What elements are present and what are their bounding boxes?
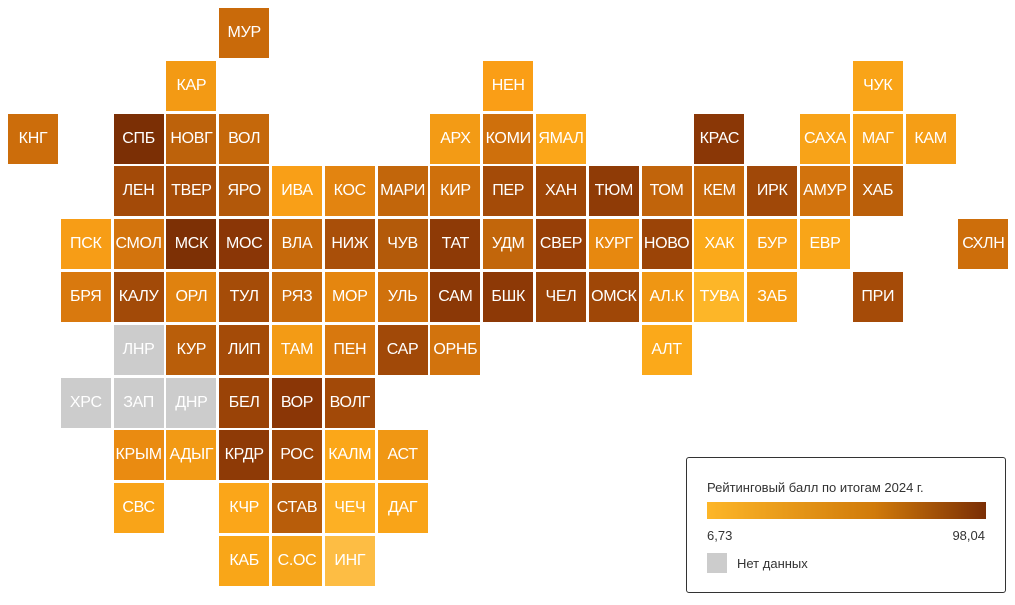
region-tile[interactable]: ХАК bbox=[694, 219, 745, 270]
legend-min-label: 6,73 bbox=[707, 528, 733, 543]
legend-color-scale bbox=[707, 502, 986, 519]
region-tile[interactable]: ДНР bbox=[166, 377, 217, 428]
region-tile[interactable]: КАР bbox=[166, 60, 217, 111]
region-tile[interactable]: АСТ bbox=[377, 430, 428, 481]
region-tile[interactable]: СТАВ bbox=[272, 483, 322, 534]
region-tile[interactable]: ТВЕР bbox=[166, 166, 217, 217]
region-tile[interactable]: РОС bbox=[272, 430, 322, 481]
region-tile[interactable]: СМОЛ bbox=[113, 219, 164, 270]
region-tile[interactable]: ХАБ bbox=[852, 166, 903, 217]
region-tile[interactable]: ТЮМ bbox=[588, 166, 639, 217]
region-tile[interactable]: ЗАП bbox=[113, 377, 164, 428]
region-tile[interactable]: ЛЕН bbox=[113, 166, 164, 217]
region-tile[interactable]: НЕН bbox=[483, 60, 534, 111]
region-tile[interactable]: КУРГ bbox=[588, 219, 639, 270]
region-tile[interactable]: УДМ bbox=[483, 219, 534, 270]
region-tile[interactable]: ДАГ bbox=[377, 483, 428, 534]
region-tile[interactable]: БШК bbox=[483, 272, 534, 322]
region-tile[interactable]: КАМ bbox=[905, 113, 956, 164]
region-tile[interactable]: МУР bbox=[219, 8, 270, 58]
region-tile[interactable]: САХА bbox=[800, 113, 850, 164]
legend-nodata-swatch bbox=[707, 553, 727, 573]
region-tile[interactable]: ПРИ bbox=[852, 272, 903, 322]
region-tile[interactable]: ТУЛ bbox=[219, 272, 270, 322]
region-tile[interactable]: ЕВР bbox=[800, 219, 850, 270]
region-tile[interactable]: ВОЛГ bbox=[324, 377, 375, 428]
region-tile[interactable]: ИНГ bbox=[324, 536, 375, 586]
region-tile[interactable]: ВОЛ bbox=[219, 113, 270, 164]
region-tile[interactable]: КАЛМ bbox=[324, 430, 375, 481]
region-tile[interactable]: КРЫМ bbox=[113, 430, 164, 481]
region-tile[interactable]: КОМИ bbox=[483, 113, 534, 164]
region-tile[interactable]: ЛИП bbox=[219, 324, 270, 375]
region-tile[interactable]: ТУВА bbox=[694, 272, 745, 322]
region-tile[interactable]: ТОМ bbox=[641, 166, 692, 217]
region-tile[interactable]: САМ bbox=[430, 272, 481, 322]
region-tile[interactable]: МАГ bbox=[852, 113, 903, 164]
region-tile[interactable]: ОРЛ bbox=[166, 272, 217, 322]
legend: Рейтинговый балл по итогам 2024 г. 6,73 … bbox=[686, 457, 1006, 593]
region-tile[interactable]: КЧР bbox=[219, 483, 270, 534]
region-tile[interactable]: НОВО bbox=[641, 219, 692, 270]
legend-nodata-label: Нет данных bbox=[737, 556, 808, 571]
region-tile[interactable]: ЗАБ bbox=[747, 272, 798, 322]
region-tile[interactable]: СВЕР bbox=[536, 219, 586, 270]
legend-max-label: 98,04 bbox=[952, 528, 985, 543]
region-tile[interactable]: ИРК bbox=[747, 166, 798, 217]
region-tile[interactable]: АЛ.К bbox=[641, 272, 692, 322]
region-tile[interactable]: РЯЗ bbox=[272, 272, 322, 322]
region-tile[interactable]: ТАМ bbox=[272, 324, 322, 375]
region-tile[interactable]: НОВГ bbox=[166, 113, 217, 164]
region-tile[interactable]: ЧЕЛ bbox=[536, 272, 586, 322]
region-tile[interactable]: ЧУК bbox=[852, 60, 903, 111]
region-tile[interactable]: ОРНБ bbox=[430, 324, 481, 375]
region-tile[interactable]: СХЛН bbox=[958, 219, 1009, 270]
region-tile[interactable]: КОС bbox=[324, 166, 375, 217]
region-tile[interactable]: СПБ bbox=[113, 113, 164, 164]
region-tile[interactable]: МСК bbox=[166, 219, 217, 270]
region-tile[interactable]: ТАТ bbox=[430, 219, 481, 270]
region-tile[interactable]: НИЖ bbox=[324, 219, 375, 270]
region-tile[interactable]: КУР bbox=[166, 324, 217, 375]
region-tile[interactable]: ПЕР bbox=[483, 166, 534, 217]
region-tile[interactable]: ИВА bbox=[272, 166, 322, 217]
region-tile[interactable]: ЯРО bbox=[219, 166, 270, 217]
region-tile[interactable]: МОС bbox=[219, 219, 270, 270]
region-tile[interactable]: ХРС bbox=[60, 377, 111, 428]
region-tile[interactable]: МАРИ bbox=[377, 166, 428, 217]
region-tile[interactable]: БУР bbox=[747, 219, 798, 270]
region-tile[interactable]: ЛНР bbox=[113, 324, 164, 375]
region-tile[interactable]: СВС bbox=[113, 483, 164, 534]
region-tile[interactable]: УЛЬ bbox=[377, 272, 428, 322]
region-tile[interactable]: БЕЛ bbox=[219, 377, 270, 428]
region-tile[interactable]: ВЛА bbox=[272, 219, 322, 270]
region-tile[interactable]: ЧЕЧ bbox=[324, 483, 375, 534]
region-tile[interactable]: ЧУВ bbox=[377, 219, 428, 270]
region-tile[interactable]: ХАН bbox=[536, 166, 586, 217]
region-tile[interactable]: АЛТ bbox=[641, 324, 692, 375]
region-tile[interactable]: КРДР bbox=[219, 430, 270, 481]
region-tile[interactable]: КЕМ bbox=[694, 166, 745, 217]
region-tile[interactable]: КРАС bbox=[694, 113, 745, 164]
region-tile[interactable]: БРЯ bbox=[60, 272, 111, 322]
region-tile[interactable]: С.ОС bbox=[272, 536, 322, 586]
region-tile[interactable]: КНГ bbox=[8, 113, 58, 164]
region-tile[interactable]: МОР bbox=[324, 272, 375, 322]
region-tile[interactable]: ОМСК bbox=[588, 272, 639, 322]
region-tile[interactable]: АМУР bbox=[800, 166, 850, 217]
region-tile[interactable]: ВОР bbox=[272, 377, 322, 428]
region-tile[interactable]: ПЕН bbox=[324, 324, 375, 375]
region-tile[interactable]: ПСК bbox=[60, 219, 111, 270]
region-tile[interactable]: КАЛУ bbox=[113, 272, 164, 322]
region-tile[interactable]: АДЫГ bbox=[166, 430, 217, 481]
region-tile[interactable]: АРХ bbox=[430, 113, 481, 164]
region-tile[interactable]: КАБ bbox=[219, 536, 270, 586]
region-tile[interactable]: ЯМАЛ bbox=[536, 113, 586, 164]
region-tile[interactable]: САР bbox=[377, 324, 428, 375]
region-tile[interactable]: КИР bbox=[430, 166, 481, 217]
legend-title: Рейтинговый балл по итогам 2024 г. bbox=[707, 480, 924, 495]
